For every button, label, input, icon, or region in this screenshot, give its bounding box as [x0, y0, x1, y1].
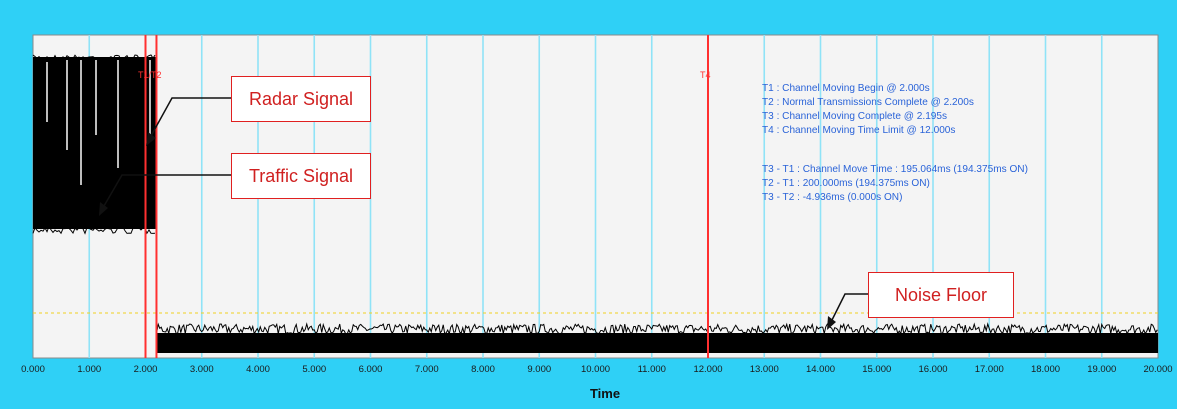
time-markers	[144, 35, 709, 358]
x-tick-label: 8.000	[471, 364, 495, 375]
info-t3-t2: T3 - T2 : -4.936ms (0.000s ON)	[762, 191, 903, 203]
info-t4: T4 : Channel Moving Time Limit @ 12.000s	[762, 124, 956, 136]
grid-lines	[88, 35, 1103, 358]
x-tick-label: 16.000	[918, 364, 948, 375]
x-tick-label: 11.000	[637, 364, 666, 375]
traffic-signal-callout: Traffic Signal	[231, 153, 371, 199]
signal-trace	[32, 54, 1158, 353]
x-tick-label: 9.000	[527, 364, 552, 375]
x-tick-label: 5.000	[302, 364, 327, 375]
traffic-signal-block	[33, 57, 157, 229]
x-tick-label: 1.000	[77, 364, 102, 375]
traffic-bottom-edge	[32, 225, 156, 235]
x-tick-label: 19.000	[1087, 364, 1117, 375]
noise-arrow-head	[827, 316, 836, 330]
x-tick-label: 0.000	[21, 364, 45, 375]
radar-arrow-line	[150, 97, 231, 137]
traffic-arrow-head	[99, 202, 108, 216]
info-t2: T2 : Normal Transmissions Complete @ 2.2…	[762, 96, 974, 108]
x-tick-label: 7.000	[414, 364, 439, 375]
x-tick-label: 13.000	[749, 364, 779, 375]
x-tick-label: 10.000	[580, 364, 611, 375]
traffic-arrow-line	[103, 174, 231, 207]
info-move-time: T3 - T1 : Channel Move Time : 195.064ms …	[762, 163, 1028, 175]
x-tick-label: 2.000	[133, 364, 158, 375]
radar-arrow-head	[146, 132, 156, 146]
callout-arrows	[99, 97, 868, 330]
x-tick-label: 18.000	[1030, 364, 1061, 375]
marker-label-2: T4	[700, 70, 711, 80]
x-tick-label: 3.000	[189, 364, 214, 375]
info-t1: T1 : Channel Moving Begin @ 2.000s	[762, 82, 930, 94]
radar-signal-callout: Radar Signal	[231, 76, 371, 122]
x-tick-label: 15.000	[862, 364, 892, 375]
info-t3: T3 : Channel Moving Complete @ 2.195s	[762, 110, 948, 122]
info-t2-t1: T2 - T1 : 200.000ms (194.375ms ON)	[762, 177, 930, 189]
noise-floor-callout: Noise Floor	[868, 272, 1014, 318]
traffic-top-edge	[32, 54, 156, 61]
x-tick-label: 17.000	[974, 364, 1004, 375]
x-tick-label: 4.000	[246, 364, 270, 375]
noise-arrow-line	[831, 293, 868, 321]
x-axis-title: Time	[589, 386, 621, 401]
x-tick-label: 20.000	[1143, 364, 1173, 375]
marker-label-0: T1/T2	[138, 70, 162, 80]
x-tick-label: 12.000	[693, 364, 723, 375]
x-tick-label: 6.000	[358, 364, 383, 375]
noise-floor-band	[156, 333, 1158, 353]
noise-trace	[156, 322, 1158, 336]
x-tick-label: 14.000	[805, 364, 836, 375]
